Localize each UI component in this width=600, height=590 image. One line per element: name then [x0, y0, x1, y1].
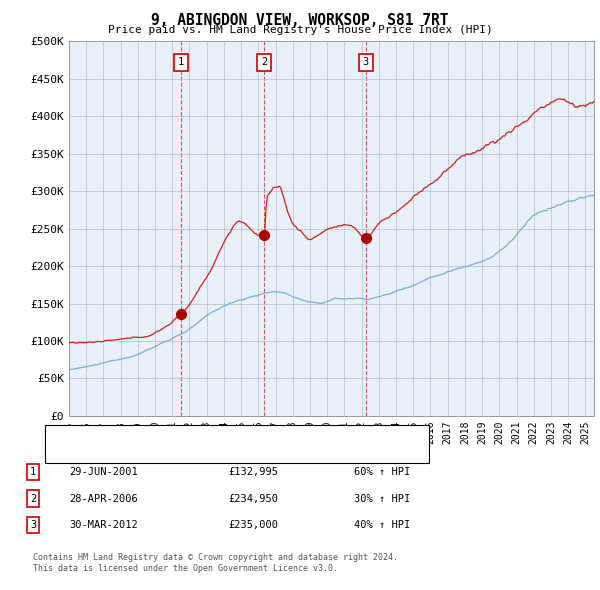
Text: £234,950: £234,950: [228, 494, 278, 503]
Text: This data is licensed under the Open Government Licence v3.0.: This data is licensed under the Open Gov…: [33, 565, 338, 573]
Text: 2: 2: [261, 57, 267, 67]
Text: 3: 3: [30, 520, 36, 530]
Text: 30% ↑ HPI: 30% ↑ HPI: [354, 494, 410, 503]
Text: £235,000: £235,000: [228, 520, 278, 530]
Text: 9, ABINGDON VIEW, WORKSOP, S81 7RT (detached house): 9, ABINGDON VIEW, WORKSOP, S81 7RT (deta…: [81, 431, 380, 441]
Text: 40% ↑ HPI: 40% ↑ HPI: [354, 520, 410, 530]
Text: Contains HM Land Registry data © Crown copyright and database right 2024.: Contains HM Land Registry data © Crown c…: [33, 553, 398, 562]
Text: 3: 3: [363, 57, 369, 67]
Text: Price paid vs. HM Land Registry's House Price Index (HPI): Price paid vs. HM Land Registry's House …: [107, 25, 493, 35]
Text: £132,995: £132,995: [228, 467, 278, 477]
Text: 29-JUN-2001: 29-JUN-2001: [69, 467, 138, 477]
Text: 1: 1: [178, 57, 184, 67]
Text: 28-APR-2006: 28-APR-2006: [69, 494, 138, 503]
Text: 60% ↑ HPI: 60% ↑ HPI: [354, 467, 410, 477]
Text: ─────: ─────: [51, 446, 89, 459]
Text: ─────: ─────: [51, 429, 89, 442]
Text: HPI: Average price, detached house, Bassetlaw: HPI: Average price, detached house, Bass…: [81, 447, 346, 457]
Text: 2: 2: [30, 494, 36, 503]
Text: 1: 1: [30, 467, 36, 477]
Text: 9, ABINGDON VIEW, WORKSOP, S81 7RT: 9, ABINGDON VIEW, WORKSOP, S81 7RT: [151, 13, 449, 28]
Text: 30-MAR-2012: 30-MAR-2012: [69, 520, 138, 530]
